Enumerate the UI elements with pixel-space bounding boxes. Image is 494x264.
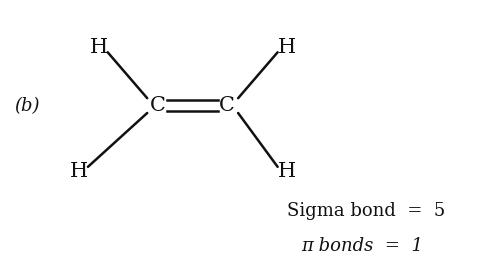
Text: Sigma bond  =  5: Sigma bond = 5 <box>287 202 445 220</box>
Text: H: H <box>278 162 295 181</box>
Text: H: H <box>278 38 295 57</box>
Text: C: C <box>150 96 166 115</box>
Text: H: H <box>90 38 108 57</box>
Text: H: H <box>70 162 88 181</box>
Text: C: C <box>219 96 235 115</box>
Text: (b): (b) <box>14 97 40 115</box>
Text: π bonds  =  1: π bonds = 1 <box>301 237 423 254</box>
